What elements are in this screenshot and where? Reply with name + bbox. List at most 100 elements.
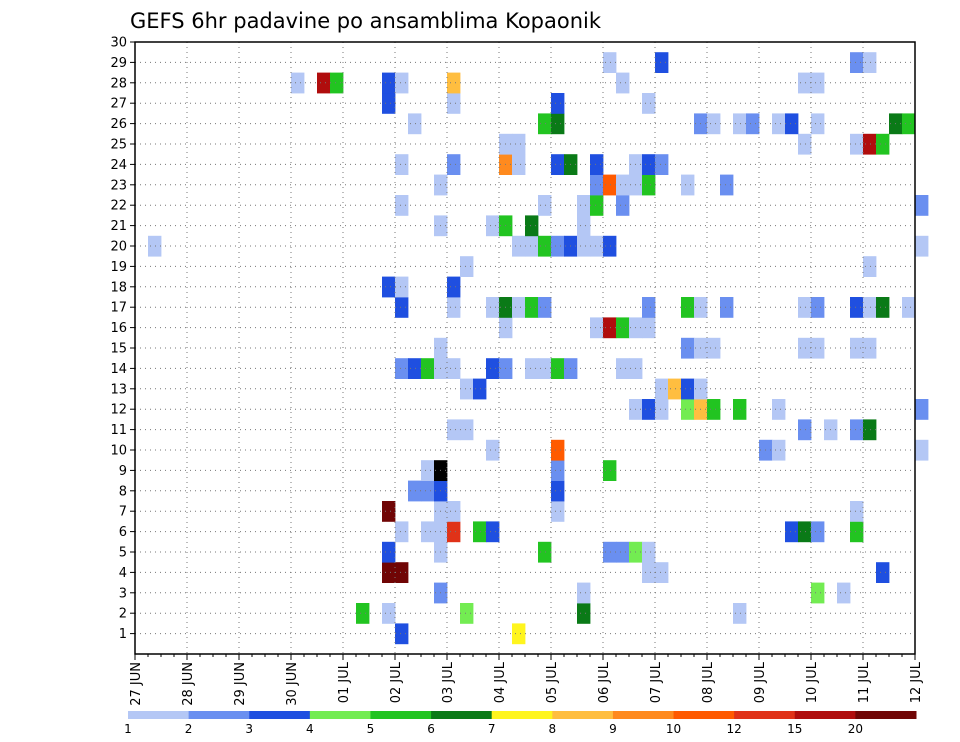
heatmap-cell — [551, 113, 565, 135]
heatmap-cell — [681, 297, 695, 318]
colorbar-swatch — [309, 711, 371, 719]
heatmap-cell — [785, 113, 799, 135]
heatmap-cell — [655, 378, 669, 400]
heatmap-cell — [421, 358, 435, 379]
heatmap-cell — [785, 521, 799, 543]
heatmap-cell — [551, 480, 565, 502]
colorbar-tick-label: 7 — [488, 722, 496, 736]
x-tick-label: 06 JUL — [597, 661, 612, 703]
heatmap-cell — [642, 399, 656, 420]
x-tick-label: 30 JUN — [285, 662, 300, 706]
heatmap-cell — [538, 113, 552, 135]
heatmap-cell — [447, 297, 461, 318]
x-tick-label: 03 JUL — [441, 661, 456, 703]
heatmap-cell — [720, 297, 734, 318]
x-tick-label: 05 JUL — [545, 661, 560, 703]
x-tick-label: 12 JUL — [909, 661, 924, 703]
heatmap-cell — [512, 235, 526, 257]
chart-title: GEFS 6hr padavine po ansamblima Kopaonik — [130, 9, 602, 33]
heatmap-cell — [577, 582, 591, 604]
heatmap-cell — [850, 419, 864, 441]
heatmap-cell — [486, 215, 500, 237]
y-tick-label: 1 — [119, 627, 127, 642]
y-tick-label: 13 — [110, 382, 127, 397]
heatmap-cell — [811, 72, 825, 94]
heatmap-cell — [408, 113, 422, 135]
heatmap-cell — [590, 317, 604, 339]
heatmap-cell — [681, 337, 695, 359]
heatmap-cell — [525, 235, 539, 257]
colorbar-swatch — [734, 711, 796, 719]
heatmap-cell — [395, 623, 409, 645]
heatmap-cell — [850, 297, 864, 318]
heatmap-cell — [538, 541, 552, 563]
heatmap-cell — [642, 297, 656, 318]
y-tick-label: 24 — [110, 158, 127, 173]
heatmap-cell — [525, 297, 539, 318]
y-tick-label: 12 — [110, 403, 127, 418]
heatmap-cell — [902, 297, 916, 318]
heatmap-cell — [915, 399, 929, 420]
heatmap-cell — [382, 72, 396, 94]
heatmap-cell — [447, 276, 461, 298]
heatmap-cell — [733, 603, 747, 624]
heatmap-cell — [512, 133, 526, 155]
x-tick-label: 10 JUL — [805, 661, 820, 703]
heatmap-cell — [538, 235, 552, 257]
heatmap-cell — [408, 358, 422, 379]
heatmap-cell — [733, 113, 747, 135]
colorbar-tick-label: 5 — [367, 722, 375, 736]
heatmap-cell — [707, 113, 721, 135]
heatmap-cell — [421, 460, 435, 481]
heatmap-cell — [642, 541, 656, 563]
y-tick-label: 5 — [119, 546, 127, 561]
colorbar-tick-label: 12 — [727, 722, 742, 736]
y-tick-label: 10 — [110, 444, 127, 459]
colorbar-tick-label: 8 — [548, 722, 556, 736]
heatmap-cell — [798, 297, 812, 318]
heatmap-cell — [551, 93, 565, 114]
colorbar-swatch — [552, 711, 614, 719]
heatmap-cell — [603, 460, 617, 481]
heatmap-cell — [460, 419, 474, 441]
colorbar-tick-label: 20 — [848, 722, 863, 736]
colorbar-tick-label: 6 — [427, 722, 435, 736]
x-tick-label: 29 JUN — [233, 662, 248, 706]
heatmap-cell — [447, 358, 461, 379]
heatmap-cell — [538, 358, 552, 379]
heatmap-cell — [655, 154, 669, 175]
colorbar-tick-label: 2 — [185, 722, 193, 736]
colorbar-tick-label: 10 — [666, 722, 681, 736]
heatmap-cell — [590, 195, 604, 216]
heatmap-cell — [577, 215, 591, 237]
heatmap-cell — [486, 439, 500, 461]
heatmap-cell — [707, 399, 721, 420]
y-tick-label: 30 — [110, 36, 127, 51]
heatmap-cell — [642, 154, 656, 175]
heatmap-cell — [395, 195, 409, 216]
heatmap-cell — [382, 93, 396, 114]
heatmap-cell — [551, 235, 565, 257]
heatmap-cell — [590, 174, 604, 196]
heatmap-cell — [772, 399, 786, 420]
heatmap-cell — [330, 72, 344, 94]
heatmap-cell — [551, 358, 565, 379]
heatmap-cell — [681, 399, 695, 420]
colorbar-tick-label: 9 — [609, 722, 617, 736]
heatmap-cell — [473, 521, 487, 543]
heatmap-cell — [655, 52, 669, 73]
heatmap-cell — [538, 297, 552, 318]
x-tick-label: 08 JUL — [701, 661, 716, 703]
x-tick-label: 27 JUN — [129, 662, 144, 706]
heatmap-cell — [798, 133, 812, 155]
heatmap-cell — [395, 72, 409, 94]
y-tick-label: 9 — [119, 464, 127, 479]
heatmap-cell — [447, 419, 461, 441]
y-tick-label: 22 — [110, 199, 127, 214]
y-tick-label: 2 — [119, 607, 127, 622]
x-tick-label: 04 JUL — [493, 661, 508, 703]
heatmap-cell — [811, 337, 825, 359]
heatmap-cell — [720, 174, 734, 196]
heatmap-cell — [460, 378, 474, 400]
